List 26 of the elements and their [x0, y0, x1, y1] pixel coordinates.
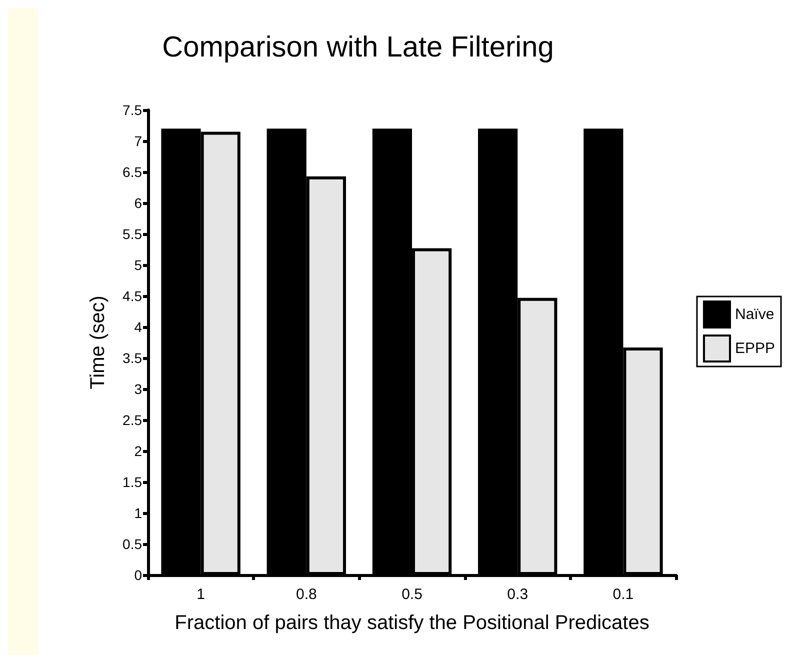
y-tick-label: 1	[134, 505, 142, 521]
x-tick-label: 1	[196, 586, 205, 603]
y-tick-label: 3	[134, 381, 142, 397]
y-tick-label: 3.5	[122, 350, 142, 366]
y-tick-label: 2.5	[122, 412, 142, 428]
x-tick-label: 0.5	[402, 586, 422, 603]
y-tick-label: 0.5	[122, 536, 142, 552]
y-tick-label: 0	[134, 567, 142, 583]
y-tick-label: 6.5	[122, 164, 142, 180]
legend-label: EPPP	[734, 340, 776, 357]
y-tick-label: 4.5	[122, 288, 142, 304]
y-tick-label: 5.5	[122, 226, 142, 242]
legend-label: Naïve	[734, 306, 774, 323]
y-tick-label: 7.5	[122, 102, 142, 118]
y-tick-label: 5	[134, 257, 142, 273]
x-tick-label: 0.1	[612, 586, 634, 603]
y-tick-label: 6	[134, 195, 142, 211]
y-axis-title: Time (sec)	[87, 296, 109, 390]
y-tick-label: 7	[134, 133, 142, 149]
x-tick-label: 0.8	[296, 586, 317, 603]
y-tick-label: 2	[134, 443, 142, 459]
x-tick-label: 0.3	[507, 586, 528, 603]
chart-title: Comparison with Late Filtering	[162, 32, 554, 64]
x-axis-title: Fraction of pairs thay satisfy the Positional Predicates	[174, 612, 650, 634]
y-tick-label: 4	[134, 319, 142, 335]
y-tick-label: 1.5	[122, 474, 142, 490]
